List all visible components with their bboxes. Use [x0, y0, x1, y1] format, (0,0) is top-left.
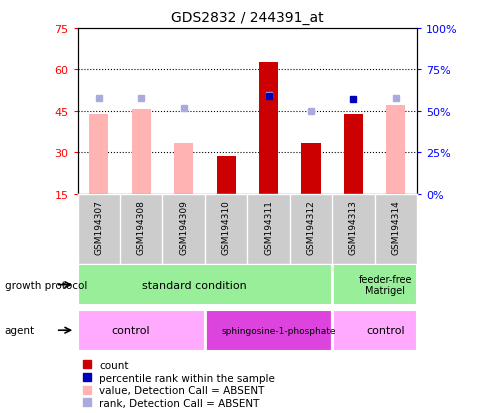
- Text: standard condition: standard condition: [142, 280, 246, 290]
- Text: GSM194314: GSM194314: [391, 200, 400, 254]
- Text: GSM194307: GSM194307: [94, 200, 103, 254]
- Bar: [301, 143, 320, 194]
- Text: agent: agent: [5, 325, 35, 335]
- Text: GSM194311: GSM194311: [263, 200, 272, 254]
- Bar: [332, 264, 416, 306]
- Text: feeder-free
Matrigel: feeder-free Matrigel: [358, 275, 411, 295]
- Bar: [216, 157, 235, 194]
- Title: GDS2832 / 244391_at: GDS2832 / 244391_at: [171, 11, 323, 25]
- Bar: [258, 63, 277, 194]
- Bar: [386, 106, 405, 194]
- Text: GSM194310: GSM194310: [221, 200, 230, 254]
- Legend: count, percentile rank within the sample, value, Detection Call = ABSENT, rank, : count, percentile rank within the sample…: [83, 360, 275, 408]
- Bar: [77, 264, 332, 306]
- Bar: [204, 310, 332, 351]
- Text: GSM194312: GSM194312: [306, 200, 315, 254]
- Bar: [332, 310, 416, 351]
- Text: GSM194308: GSM194308: [136, 200, 146, 254]
- Text: growth protocol: growth protocol: [5, 280, 87, 290]
- Text: GSM194309: GSM194309: [179, 200, 188, 254]
- Bar: [174, 143, 193, 194]
- Text: control: control: [111, 325, 150, 335]
- Text: GSM194313: GSM194313: [348, 200, 357, 254]
- Bar: [132, 110, 151, 194]
- Text: control: control: [365, 325, 404, 335]
- Text: sphingosine-1-phosphate: sphingosine-1-phosphate: [222, 326, 336, 335]
- Bar: [77, 310, 204, 351]
- Bar: [89, 114, 108, 194]
- Bar: [343, 114, 362, 194]
